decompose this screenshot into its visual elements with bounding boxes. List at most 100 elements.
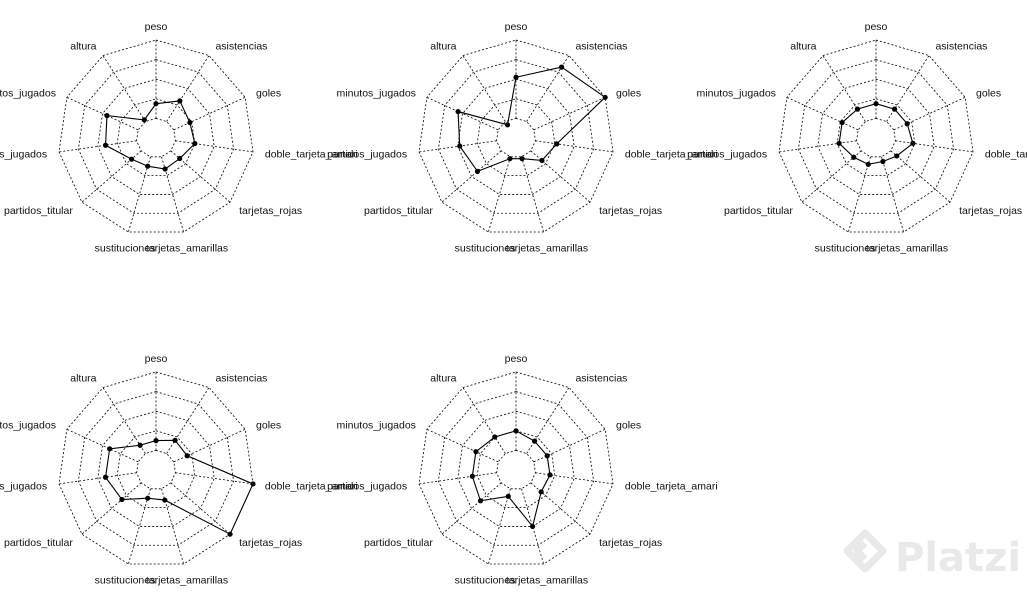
- data-point-minutos_jugados: [104, 113, 110, 119]
- data-series-line: [104, 439, 254, 535]
- data-point-partidos_titular: [477, 498, 484, 504]
- grid-ring: [457, 410, 575, 527]
- data-point-doble_tarjeta_amari: [910, 140, 916, 146]
- data-point-doble_tarjeta_amari: [192, 140, 198, 147]
- axis-label-minutos_jugados: minutos_jugados: [337, 87, 416, 99]
- grid-ring: [58, 39, 254, 233]
- grid-spoke: [488, 488, 511, 565]
- grid-spoke: [822, 55, 866, 122]
- data-point-goles: [904, 121, 910, 127]
- grid-spoke: [895, 140, 974, 153]
- axis-label-partidos_titular: partidos_titular: [724, 205, 793, 217]
- data-point-altura: [854, 106, 861, 112]
- axis-label-tarjetas_rojas: tarjetas_rojas: [599, 205, 662, 217]
- grid-spoke: [418, 140, 497, 153]
- grid-spoke: [66, 428, 139, 463]
- data-point-minutos_jugados: [839, 119, 845, 126]
- grid-spoke: [441, 150, 502, 203]
- axis-label-partidos_jugados: partidos_jugados: [327, 149, 407, 161]
- axis-label-doble_tarjeta_amari: doble_tarjeta_amari: [265, 149, 358, 161]
- platzi-watermark: Platzi: [843, 529, 1021, 581]
- grid-spoke: [58, 472, 137, 485]
- data-point-partidos_jugados: [836, 140, 842, 146]
- grid-ring: [797, 59, 955, 214]
- data-point-goles: [602, 94, 608, 100]
- axis-label-sustituciones: sustituciones: [455, 243, 516, 255]
- grid-ring: [97, 78, 215, 195]
- grid-ring: [58, 371, 254, 565]
- data-point-peso: [153, 438, 159, 444]
- axis-label-doble_tarjeta_amari: doble_tarjeta_amari: [265, 481, 358, 493]
- axis-label-partidos_titular: partidos_titular: [364, 537, 433, 549]
- data-point-tarjetas_rojas: [227, 531, 233, 537]
- grid-ring: [476, 430, 556, 509]
- data-point-partidos_titular: [474, 168, 481, 174]
- axis-label-partidos_titular: partidos_titular: [4, 537, 73, 549]
- axis-label-goles: goles: [256, 87, 281, 99]
- grid-spoke: [778, 140, 857, 153]
- axis-label-tarjetas_amarillas: tarjetas_amarillas: [146, 575, 228, 587]
- grid-spoke: [426, 428, 499, 463]
- axis-label-tarjetas_amarillas: tarjetas_amarillas: [506, 575, 588, 587]
- grid-spoke: [786, 96, 859, 131]
- grid-spoke: [128, 156, 151, 233]
- grid-ring: [116, 430, 196, 509]
- grid-spoke: [175, 140, 254, 153]
- axis-label-peso: peso: [505, 21, 528, 33]
- grid-spoke: [441, 482, 502, 535]
- grid-ring: [136, 449, 176, 490]
- grid-spoke: [128, 488, 151, 565]
- data-point-tarjetas_rojas: [177, 155, 183, 162]
- grid-spoke: [170, 482, 231, 535]
- data-point-asistencias: [531, 438, 538, 444]
- data-series-line: [104, 100, 196, 170]
- data-point-peso: [513, 74, 519, 80]
- grid-spoke: [166, 55, 210, 122]
- data-point-partidos_titular: [851, 154, 857, 160]
- axis-label-asistencias: asistencias: [215, 372, 267, 384]
- data-point-altura: [137, 442, 143, 448]
- platzi-logo-icon: [843, 529, 887, 573]
- axis-label-partidos_titular: partidos_titular: [4, 205, 73, 217]
- data-point-asistencias: [891, 106, 898, 112]
- data-point-altura: [141, 117, 147, 123]
- data-point-tarjetas_rojas: [538, 489, 544, 495]
- grid-spoke: [173, 96, 246, 131]
- axis-label-peso: peso: [865, 21, 888, 33]
- grid-spoke: [418, 472, 497, 485]
- data-point-tarjetas_rojas: [894, 153, 900, 159]
- grid-spoke: [488, 156, 511, 233]
- grid-spoke: [102, 387, 146, 454]
- watermark-text: Platzi: [895, 535, 1021, 581]
- data-point-tarjetas_rojas: [539, 157, 545, 164]
- data-point-peso: [873, 101, 879, 107]
- grid-ring: [97, 410, 215, 527]
- grid-spoke: [881, 156, 904, 233]
- axis-label-tarjetas_amarillas: tarjetas_amarillas: [146, 243, 228, 255]
- grid-spoke: [462, 387, 506, 454]
- grid-spoke: [521, 488, 544, 565]
- grid-ring: [496, 117, 536, 158]
- grid-spoke: [535, 140, 614, 153]
- data-point-asistencias: [558, 64, 565, 70]
- grid-ring: [457, 78, 575, 195]
- grid-spoke: [102, 55, 146, 122]
- data-point-altura: [492, 434, 498, 440]
- data-point-doble_tarjeta_amari: [547, 472, 553, 478]
- axis-label-tarjetas_rojas: tarjetas_rojas: [239, 205, 302, 217]
- data-point-partidos_titular: [119, 496, 125, 503]
- grid-ring: [77, 59, 235, 214]
- data-point-tarjetas_amarillas: [162, 166, 168, 172]
- axis-label-altura: altura: [430, 40, 456, 52]
- axis-label-altura: altura: [70, 40, 96, 52]
- data-point-sustituciones: [505, 493, 511, 499]
- grid-ring: [77, 391, 235, 546]
- axis-label-asistencias: asistencias: [935, 40, 987, 52]
- axis-label-peso: peso: [505, 353, 528, 365]
- data-point-tarjetas_amarillas: [162, 497, 168, 503]
- axis-label-tarjetas_amarillas: tarjetas_amarillas: [506, 243, 588, 255]
- data-point-doble_tarjeta_amari: [554, 141, 560, 147]
- axis-label-minutos_jugados: minutos_jugados: [0, 87, 56, 99]
- grid-spoke: [81, 482, 142, 535]
- grid-ring: [856, 117, 896, 158]
